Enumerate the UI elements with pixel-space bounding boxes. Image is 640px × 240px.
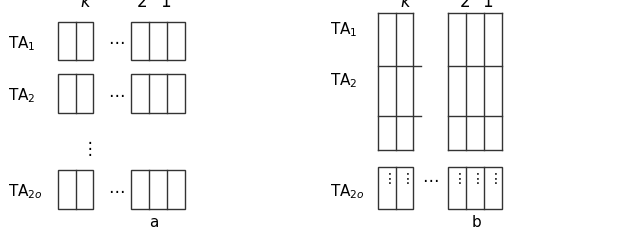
Bar xyxy=(378,167,413,209)
Text: $\cdots$: $\cdots$ xyxy=(108,85,124,103)
Text: $\vdots$: $\vdots$ xyxy=(381,171,392,186)
Text: TA$_1$: TA$_1$ xyxy=(330,21,357,39)
Text: $\vdots$: $\vdots$ xyxy=(470,171,480,186)
Bar xyxy=(448,167,502,209)
Text: $k$: $k$ xyxy=(80,0,93,11)
Bar xyxy=(58,22,93,60)
Text: $\vdots$: $\vdots$ xyxy=(81,139,92,158)
Text: TA$_2$: TA$_2$ xyxy=(330,71,357,90)
Bar xyxy=(131,74,185,113)
Text: 1: 1 xyxy=(160,0,170,11)
Text: $\cdots$: $\cdots$ xyxy=(422,170,438,188)
Text: $\vdots$: $\vdots$ xyxy=(452,171,462,186)
Text: $\vdots$: $\vdots$ xyxy=(399,171,410,186)
Text: 2: 2 xyxy=(137,0,147,11)
Text: $\vdots$: $\vdots$ xyxy=(488,171,498,186)
Text: 1: 1 xyxy=(483,0,493,11)
Text: a: a xyxy=(149,216,158,230)
Text: $k$: $k$ xyxy=(400,0,413,11)
Text: b: b xyxy=(472,216,482,230)
Text: TA$_2$: TA$_2$ xyxy=(8,87,35,105)
Text: TA$_1$: TA$_1$ xyxy=(8,34,35,53)
Bar xyxy=(131,22,185,60)
Text: $\cdots$: $\cdots$ xyxy=(108,180,124,199)
Text: TA$_{2o}$: TA$_{2o}$ xyxy=(8,183,42,201)
Text: 2: 2 xyxy=(460,0,470,11)
Bar xyxy=(58,170,93,209)
Text: TA$_{2o}$: TA$_{2o}$ xyxy=(330,183,364,201)
Bar xyxy=(58,74,93,113)
Bar xyxy=(131,170,185,209)
Text: $\cdots$: $\cdots$ xyxy=(108,32,124,50)
